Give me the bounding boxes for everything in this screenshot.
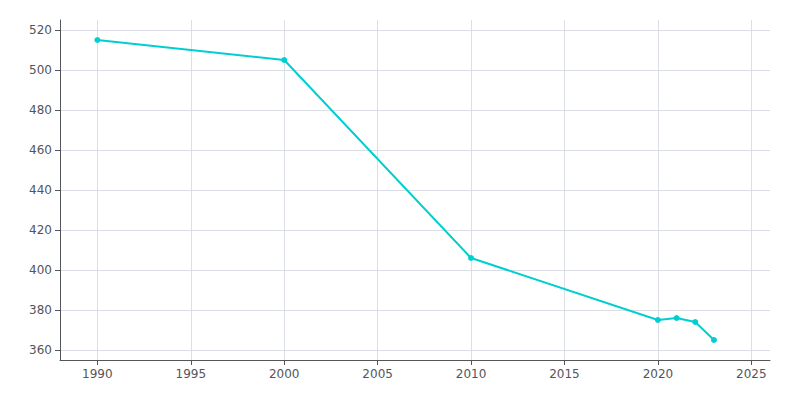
svg-text:480: 480 (29, 103, 52, 117)
svg-text:460: 460 (29, 143, 52, 157)
svg-text:380: 380 (29, 303, 52, 317)
svg-text:420: 420 (29, 223, 52, 237)
svg-text:360: 360 (29, 343, 52, 357)
svg-text:1990: 1990 (82, 367, 113, 381)
svg-text:2010: 2010 (456, 367, 487, 381)
svg-text:2015: 2015 (549, 367, 580, 381)
svg-text:2000: 2000 (269, 367, 300, 381)
svg-text:500: 500 (29, 63, 52, 77)
svg-text:400: 400 (29, 263, 52, 277)
svg-text:2020: 2020 (643, 367, 674, 381)
svg-text:440: 440 (29, 183, 52, 197)
svg-text:2005: 2005 (362, 367, 393, 381)
svg-text:2025: 2025 (736, 367, 767, 381)
svg-text:1995: 1995 (176, 367, 207, 381)
svg-text:520: 520 (29, 23, 52, 37)
